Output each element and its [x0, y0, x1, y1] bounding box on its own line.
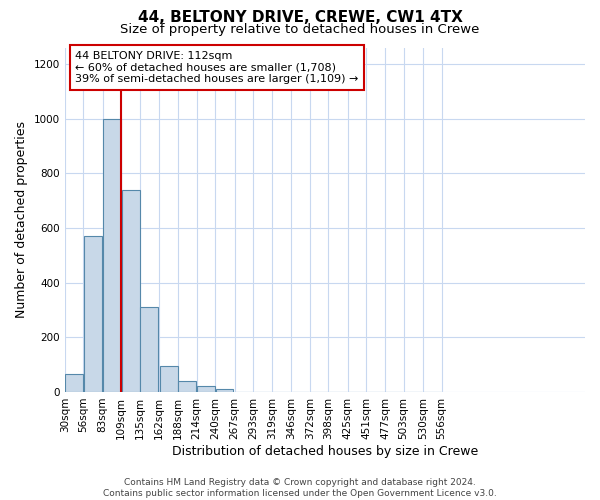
Bar — [83, 236, 101, 392]
Bar — [103, 118, 121, 392]
X-axis label: Distribution of detached houses by size in Crewe: Distribution of detached houses by size … — [172, 444, 478, 458]
Text: 44, BELTONY DRIVE, CREWE, CW1 4TX: 44, BELTONY DRIVE, CREWE, CW1 4TX — [137, 10, 463, 25]
Bar — [65, 374, 83, 392]
Bar — [178, 381, 196, 392]
Bar — [160, 366, 178, 392]
Text: 44 BELTONY DRIVE: 112sqm
← 60% of detached houses are smaller (1,708)
39% of sem: 44 BELTONY DRIVE: 112sqm ← 60% of detach… — [75, 51, 358, 84]
Y-axis label: Number of detached properties: Number of detached properties — [15, 121, 28, 318]
Bar — [140, 307, 158, 392]
Text: Contains HM Land Registry data © Crown copyright and database right 2024.
Contai: Contains HM Land Registry data © Crown c… — [103, 478, 497, 498]
Bar — [197, 386, 215, 392]
Bar — [122, 190, 140, 392]
Bar — [215, 389, 233, 392]
Text: Size of property relative to detached houses in Crewe: Size of property relative to detached ho… — [121, 22, 479, 36]
